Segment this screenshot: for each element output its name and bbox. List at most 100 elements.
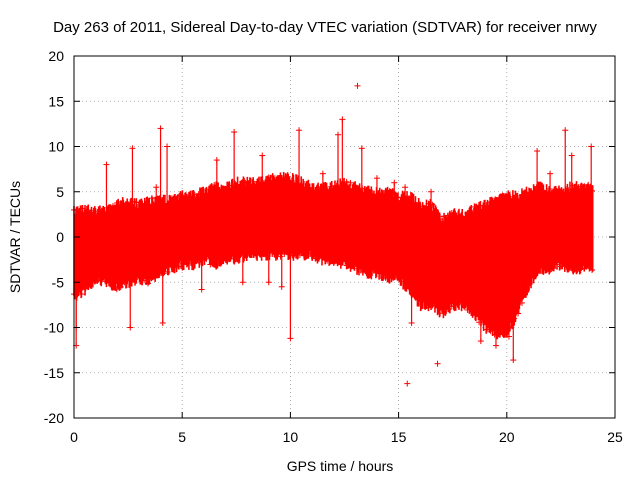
data-point	[273, 247, 280, 254]
data-point	[254, 178, 261, 185]
outlier-point	[510, 357, 517, 364]
outlier-point	[296, 127, 303, 134]
data-point	[141, 203, 148, 210]
outlier-point	[153, 184, 160, 191]
outlier-point	[358, 145, 365, 152]
data-point	[581, 265, 588, 272]
data-point	[191, 258, 198, 265]
data-point	[86, 278, 93, 285]
data-point	[113, 199, 120, 206]
data-point	[222, 187, 229, 194]
data-point	[538, 262, 545, 269]
data-point	[367, 267, 374, 274]
data-point	[452, 300, 459, 307]
x-tick-label: 15	[391, 429, 407, 445]
data-point	[374, 267, 381, 274]
outlier-point	[391, 179, 398, 186]
y-axis-label: SDTVAR / TECUs	[7, 181, 23, 293]
data-point	[82, 285, 89, 292]
data-point	[234, 253, 241, 260]
data-point	[374, 191, 381, 198]
data-point	[106, 279, 113, 286]
data-point	[148, 195, 155, 202]
data-point	[172, 260, 179, 267]
data-point	[585, 181, 592, 188]
x-tick-label: 25	[607, 429, 623, 445]
data-point	[94, 208, 101, 215]
data-point	[117, 283, 124, 290]
data-point	[137, 271, 144, 278]
data-point	[581, 183, 588, 190]
y-tick-label: 5	[56, 184, 64, 200]
x-tick-label: 20	[499, 429, 515, 445]
data-point	[413, 294, 420, 301]
data-point	[409, 291, 416, 298]
data-point	[183, 260, 190, 267]
data-point	[405, 284, 412, 291]
y-tick-label: 0	[56, 229, 64, 245]
data-point	[526, 279, 533, 286]
data-point	[293, 179, 300, 186]
data-point	[382, 274, 389, 281]
data-point	[507, 193, 514, 200]
data-point	[343, 262, 350, 269]
data-point	[156, 267, 163, 274]
data-point	[261, 251, 268, 258]
data-point	[168, 200, 175, 207]
y-tick-label: -20	[44, 410, 64, 426]
data-point	[569, 182, 576, 189]
data-point	[538, 186, 545, 193]
data-point	[203, 255, 210, 262]
outlier-point	[588, 143, 595, 150]
data-point	[187, 193, 194, 200]
data-point	[550, 191, 557, 198]
data-point	[448, 303, 455, 310]
data-point	[437, 213, 444, 220]
data-point	[433, 211, 440, 218]
data-point	[226, 182, 233, 189]
data-point	[542, 190, 549, 197]
data-point	[522, 285, 529, 292]
data-point	[550, 265, 557, 272]
data-point	[78, 205, 85, 212]
data-point	[335, 255, 342, 262]
data-point	[222, 254, 229, 261]
data-point	[308, 253, 315, 260]
data-point	[203, 190, 210, 197]
outlier-point	[404, 380, 411, 387]
data-point	[269, 250, 276, 257]
axis-ticks: 0 5 10 15 20 25 20 15 10 5 0 -5 -10 -15 -20	[44, 48, 623, 445]
data-point	[176, 192, 183, 199]
data-point	[316, 251, 323, 258]
data-point	[238, 184, 245, 191]
data-point	[94, 278, 101, 285]
data-point	[141, 277, 148, 284]
x-tick-label: 5	[178, 429, 186, 445]
data-point	[195, 257, 202, 264]
data-point	[390, 189, 397, 196]
data-point	[557, 263, 564, 270]
data-point	[316, 187, 323, 194]
data-point	[121, 202, 128, 209]
data-point	[343, 178, 350, 185]
data-point	[172, 194, 179, 201]
data-point	[546, 268, 553, 275]
data-point	[324, 186, 331, 193]
data-point	[117, 201, 124, 208]
data-point	[289, 177, 296, 184]
data-point	[499, 330, 506, 337]
outlier-point	[239, 279, 246, 286]
data-point	[254, 250, 261, 257]
outlier-point	[408, 319, 415, 326]
data-point	[515, 310, 522, 317]
data-point	[378, 190, 385, 197]
data-point	[242, 179, 249, 186]
data-point	[133, 272, 140, 279]
data-point	[277, 253, 284, 260]
outlier-point	[159, 319, 166, 326]
data-point	[530, 273, 537, 280]
data-point	[491, 199, 498, 206]
chart-title: Day 263 of 2011, Sidereal Day-to-day VTE…	[53, 19, 597, 36]
data-point	[534, 270, 541, 277]
